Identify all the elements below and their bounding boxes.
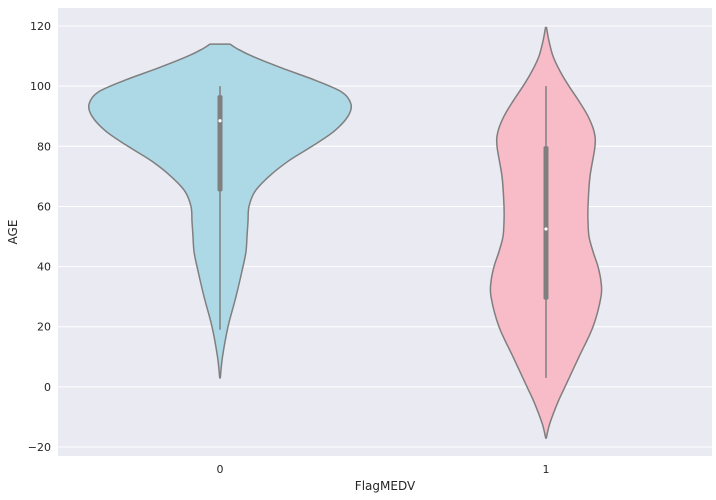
x-tick-label: 1 xyxy=(543,463,550,476)
x-axis-label: FlagMEDV xyxy=(355,479,416,493)
violins xyxy=(87,26,603,439)
violin-median-0 xyxy=(218,119,222,123)
y-axis-label: AGE xyxy=(6,220,20,245)
y-tick-label: 0 xyxy=(44,381,51,394)
violin-median-1 xyxy=(544,227,548,231)
y-tick-label: 20 xyxy=(37,321,51,334)
violin-iqr-box-1 xyxy=(543,146,549,300)
y-tick-label: 40 xyxy=(37,261,51,274)
y-tick-label: 60 xyxy=(37,200,51,213)
y-tick-labels: −20 0 20 40 60 80 100 120 xyxy=(28,20,51,454)
gridlines xyxy=(58,25,712,448)
y-tick-label: 80 xyxy=(37,140,51,153)
y-tick-label: 100 xyxy=(30,80,51,93)
y-tick-label: −20 xyxy=(28,441,51,454)
violin-iqr-box-0 xyxy=(217,95,223,192)
y-tick-label: 120 xyxy=(30,20,51,33)
x-tick-label: 0 xyxy=(217,463,224,476)
